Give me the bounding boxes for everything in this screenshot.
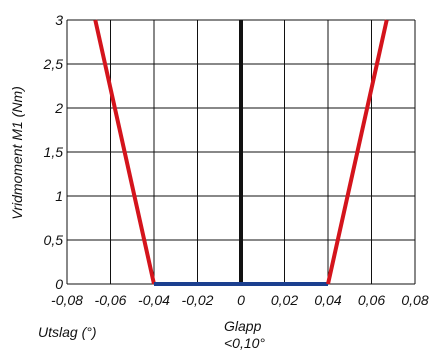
gap-annotation-line2: <0,10° [224, 335, 265, 351]
y-tick-label: 0 [55, 276, 63, 292]
x-tick-label: 0,06 [358, 292, 385, 308]
y-axis-label: Vridmoment M1 (Nm) [9, 86, 25, 220]
gap-annotation-line1: Glapp [224, 318, 262, 334]
series-group [93, 19, 389, 286]
y-tick-label: 1,5 [44, 144, 64, 160]
series-line-3 [326, 19, 389, 285]
y-tick-label: 1 [55, 188, 63, 204]
x-tick-label: 0,02 [271, 292, 298, 308]
x-tick-label: -0,04 [138, 292, 170, 308]
x-tick-label: -0,08 [51, 292, 83, 308]
y-tick-label: 0,5 [44, 232, 64, 248]
x-tick-label: -0,06 [95, 292, 127, 308]
x-tick-label: -0,02 [182, 292, 214, 308]
x-tick-label: 0,08 [401, 292, 428, 308]
x-tick-label: 0 [237, 292, 245, 308]
x-axis-label: Utslag (°) [38, 324, 97, 340]
series-line-1 [93, 19, 156, 285]
grid [66, 19, 416, 285]
x-tick-label: 0,04 [314, 292, 341, 308]
tick-labels: -0,08 -0,06 -0,04 -0,02 0 0,02 0,04 0,06 0,08 0 0,… [43, 12, 429, 308]
y-tick-label: 2,5 [43, 56, 64, 72]
y-tick-label: 3 [55, 12, 63, 28]
y-tick-label: 2 [54, 100, 63, 116]
